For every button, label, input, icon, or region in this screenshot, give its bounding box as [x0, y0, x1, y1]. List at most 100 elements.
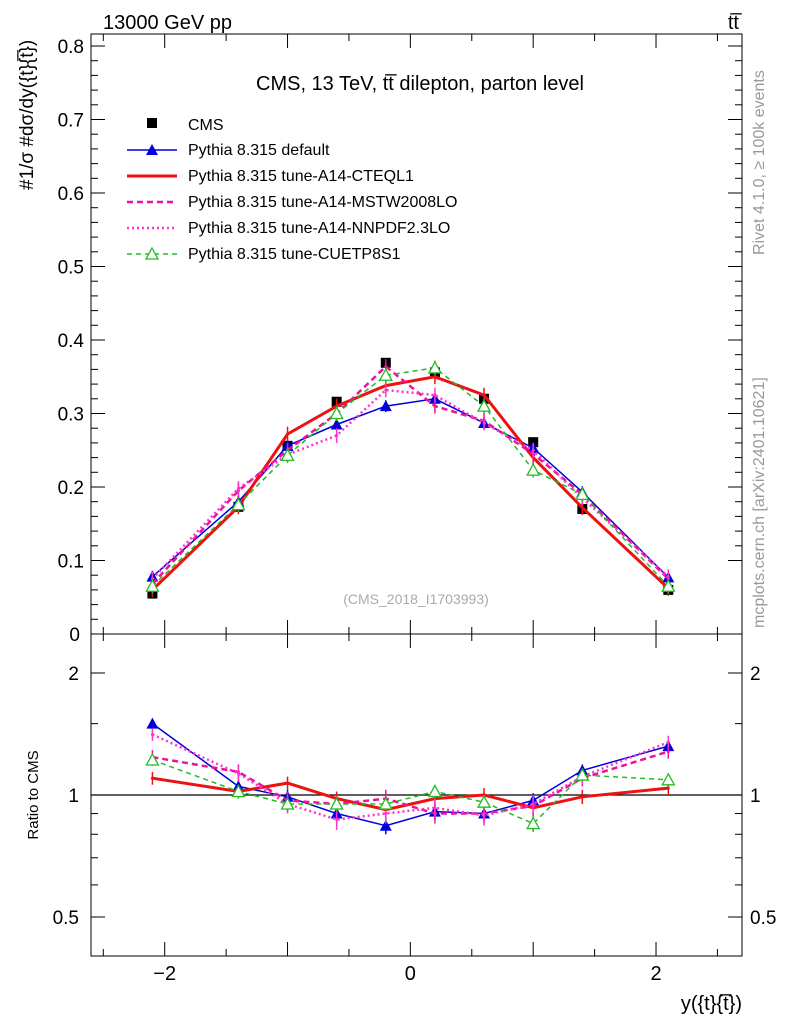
ratio-ytick-label: 2	[68, 664, 79, 685]
main-ytick-label: 0.2	[58, 478, 84, 499]
main-ytick-label: 0.3	[58, 405, 84, 426]
axes: 0.1 0.2 0.3 0.4 0.5 0.6 0.7 0.8 0 −2 0 2 0.5 0.5 1 1 2 2	[53, 33, 776, 985]
legend-label-cuetp8s1: Pythia 8.315 tune-CUETP8S1	[188, 246, 401, 263]
legend-label-cms: CMS	[188, 117, 224, 134]
ratio-xtick-label: 0	[405, 963, 416, 985]
legend-marker-cms	[147, 118, 157, 128]
ratio-line-default	[151, 722, 669, 827]
main-point-cuetp8s1	[575, 486, 590, 501]
ratio-line-cuetp8s1	[152, 759, 669, 825]
ratio-point-cuetp8s1	[329, 796, 344, 810]
main-ylabel: #1/σ #dσ/dy({t}{t̅})	[17, 40, 38, 190]
main-ytick-label-zero: 0	[69, 625, 80, 646]
main-point-nnpdf	[433, 393, 437, 397]
side-label-bottom: mcplots.cern.ch [arXiv:2401.10621]	[751, 377, 768, 628]
ratio-point-cuetp8s1	[575, 767, 590, 781]
ratio-point-nnpdf	[384, 812, 388, 816]
ratio-point-nnpdf	[236, 771, 240, 775]
ratio-point-nnpdf	[531, 802, 535, 806]
ratio-point-cuetp8s1	[280, 796, 295, 810]
main-point-cteql1	[286, 432, 290, 436]
ratio-point-nnpdf	[482, 814, 486, 818]
main-point-cuetp8s1	[145, 578, 160, 592]
main-line-default	[151, 398, 669, 578]
main-point-nnpdf	[666, 575, 670, 579]
main-point-cuetp8s1	[231, 497, 246, 511]
ratio-line-nnpdf	[151, 733, 669, 821]
main-line-cteql1	[151, 375, 670, 591]
main-point-nnpdf	[236, 486, 240, 490]
ratio-point-cteql1	[580, 795, 584, 799]
main-point-cuetp8s1	[476, 398, 492, 412]
ratio-point-cuetp8s1	[661, 772, 676, 786]
main-ytick-label: 0.6	[58, 184, 84, 205]
legend-marker-cuetp8s1	[144, 246, 160, 260]
main-line-mstw	[151, 364, 670, 585]
header-left: 13000 GeV pp	[103, 12, 232, 34]
main-point-default	[330, 418, 343, 430]
ratio-point-cteql1	[666, 786, 670, 790]
main-point-cteql1	[580, 506, 584, 510]
main-point-cuetp8s1	[661, 578, 676, 592]
ratio-xtick-label: 2	[650, 963, 661, 985]
legend: CMS Pythia 8.315 default Pythia 8.315 tu…	[127, 117, 457, 263]
main-point-cuetp8s1	[526, 462, 541, 476]
ratio-ylabel: Ratio to CMS	[25, 750, 42, 839]
ratio-ytick-label-right: 1	[750, 786, 761, 807]
ratio-point-default	[379, 819, 392, 831]
ratio-point-cuetp8s1	[378, 796, 393, 810]
main-point-cteql1	[482, 393, 486, 397]
main-point-nnpdf	[335, 434, 339, 438]
ratio-point-cuetp8s1	[427, 784, 443, 798]
main-point-cteql1	[433, 375, 437, 379]
ratio-point-cteql1	[150, 776, 154, 780]
main-annotation: (CMS_2018_I1703993)	[343, 591, 489, 607]
main-ytick-label: 0.5	[58, 258, 84, 279]
side-label-top: Rivet 4.1.0, ≥ 100k events	[751, 70, 768, 255]
main-ytick-label: 0.7	[58, 111, 84, 132]
main-title: CMS, 13 TeV, tt̅ dilepton, parton level	[256, 73, 584, 95]
ratio-point-cuetp8s1	[526, 816, 541, 830]
main-point-cuetp8s1	[280, 448, 295, 462]
header-right: tt̅	[728, 12, 742, 34]
main-point-cuetp8s1	[378, 367, 393, 381]
main-point-mstw	[433, 404, 437, 408]
legend-label-mstw: Pythia 8.315 tune-A14-MSTW2008LO	[188, 194, 457, 211]
ratio-ytick-label-right: 2	[750, 664, 761, 685]
x-axis-label: y({t}{t̅})	[681, 993, 742, 1015]
main-point-nnpdf	[384, 388, 388, 392]
main-ytick-label: 0.1	[58, 552, 84, 573]
main-ytick-label: 0.4	[58, 331, 85, 352]
ratio-line-mstw	[152, 750, 669, 815]
ratio-point-nnpdf	[433, 806, 437, 810]
ratio-point-cuetp8s1	[231, 784, 246, 798]
ratio-point-cuetp8s1	[476, 794, 492, 808]
ratio-line-cteql1	[152, 776, 669, 812]
main-point-nnpdf	[531, 448, 535, 452]
main-line-cuetp8s1	[151, 367, 669, 587]
ratio-ytick-label-right: 0.5	[750, 908, 776, 929]
legend-label-cteql1: Pythia 8.315 tune-A14-CTEQL1	[188, 168, 414, 185]
legend-label-default: Pythia 8.315 default	[188, 142, 330, 159]
main-ytick-label: 0.8	[58, 37, 84, 58]
main-point-nnpdf	[482, 421, 486, 425]
ratio-point-cteql1	[286, 781, 290, 785]
main-point-cuetp8s1	[427, 360, 443, 374]
legend-marker-default	[146, 144, 158, 155]
ratio-ytick-label: 0.5	[53, 908, 79, 929]
ratio-point-nnpdf	[666, 740, 670, 744]
ratio-point-cuetp8s1	[145, 752, 160, 766]
ratio-point-default	[146, 717, 159, 729]
main-point-default	[379, 400, 392, 412]
main-point-cuetp8s1	[329, 406, 344, 420]
marks	[145, 357, 676, 835]
legend-label-nnpdf: Pythia 8.315 tune-A14-NNPDF2.3LO	[188, 220, 450, 237]
ratio-point-nnpdf	[335, 818, 339, 822]
ratio-xtick-label: −2	[153, 963, 176, 985]
ratio-ytick-label: 1	[68, 786, 79, 807]
ratio-point-mstw	[666, 750, 670, 754]
main-line-nnpdf	[151, 388, 670, 580]
ratio-point-nnpdf	[150, 733, 154, 737]
main-point-mstw	[384, 364, 388, 368]
